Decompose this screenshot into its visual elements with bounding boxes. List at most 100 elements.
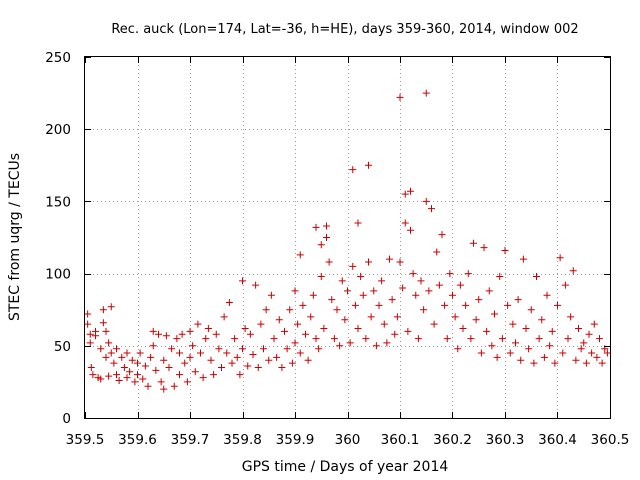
data-point <box>157 378 165 386</box>
data-point <box>107 303 115 311</box>
data-point <box>204 324 212 332</box>
data-point <box>559 349 567 357</box>
data-point <box>84 310 92 318</box>
data-point <box>254 363 262 371</box>
data-point <box>575 324 582 332</box>
data-point <box>454 345 462 353</box>
data-point <box>441 301 449 309</box>
data-point <box>501 246 509 254</box>
data-point <box>493 353 501 361</box>
data-point <box>317 241 325 249</box>
data-point <box>404 327 412 335</box>
data-point <box>86 339 94 347</box>
data-point <box>220 313 228 321</box>
chart-title: Rec. auck (Lon=174, Lat=-36, h=HE), days… <box>111 22 578 37</box>
data-point <box>97 375 105 383</box>
data-point <box>270 335 278 343</box>
data-point <box>472 316 480 324</box>
data-point <box>349 166 357 174</box>
data-point <box>485 287 493 295</box>
data-point <box>577 345 585 353</box>
y-tick-label: 0 <box>62 411 71 427</box>
data-point <box>561 281 569 289</box>
data-point <box>212 330 220 338</box>
data-point <box>296 251 304 259</box>
y-tick-label: 150 <box>45 194 71 210</box>
data-point <box>120 363 128 371</box>
data-point <box>296 349 304 357</box>
x-tick-label: 359.5 <box>66 432 105 448</box>
data-point <box>144 382 152 390</box>
data-point <box>401 219 409 227</box>
data-point <box>443 335 451 343</box>
data-point <box>228 359 236 367</box>
data-point <box>110 359 118 367</box>
data-point <box>480 244 488 252</box>
x-tick-label: 359.9 <box>276 432 315 448</box>
data-point <box>160 385 168 393</box>
data-point <box>218 363 225 371</box>
data-point <box>346 339 354 347</box>
data-point <box>554 301 561 309</box>
data-point <box>475 296 483 304</box>
data-point <box>603 349 611 357</box>
data-point <box>168 345 176 353</box>
data-point <box>202 335 210 343</box>
data-point <box>456 281 464 289</box>
data-point <box>380 320 388 328</box>
data-point <box>267 291 275 299</box>
data-point <box>354 324 362 332</box>
data-point <box>372 342 380 350</box>
y-tick-label: 250 <box>45 50 71 66</box>
data-point <box>131 378 139 386</box>
data-point <box>598 359 606 367</box>
data-point <box>323 222 330 230</box>
data-point <box>99 319 107 327</box>
x-tick-label: 359.6 <box>118 432 157 448</box>
data-point <box>412 291 420 299</box>
data-point <box>134 371 141 379</box>
data-point <box>312 223 320 231</box>
data-point <box>336 342 344 350</box>
y-tick-labels: 0 50 100 150 200 250 <box>45 50 71 427</box>
data-point <box>123 374 131 382</box>
data-point <box>231 335 239 343</box>
x-tick-label: 359.7 <box>171 432 210 448</box>
data-point <box>312 335 320 343</box>
data-point <box>262 306 270 314</box>
data-point <box>430 320 438 328</box>
data-point <box>391 330 399 338</box>
data-point <box>414 335 422 343</box>
data-point <box>365 258 372 266</box>
data-point <box>181 359 189 367</box>
data-point <box>304 356 312 364</box>
data-point <box>92 327 99 335</box>
data-point <box>504 301 512 309</box>
data-point <box>425 287 433 295</box>
data-point <box>189 342 197 350</box>
data-point <box>522 324 530 332</box>
y-tick-label: 100 <box>45 267 71 283</box>
data-point <box>239 277 246 285</box>
data-point <box>517 356 525 364</box>
data-point <box>483 327 491 335</box>
data-point <box>498 335 506 343</box>
data-point <box>178 330 186 338</box>
data-point <box>210 371 218 379</box>
data-point <box>265 356 273 364</box>
data-point <box>223 349 231 357</box>
data-point <box>260 345 267 353</box>
data-point <box>323 234 330 241</box>
data-point <box>449 291 456 299</box>
data-point <box>582 359 590 367</box>
data-point <box>514 296 522 304</box>
data-point <box>435 281 443 289</box>
x-tick-label: 360.5 <box>591 432 630 448</box>
data-point <box>136 349 144 357</box>
data-point <box>113 371 120 379</box>
data-point <box>399 284 407 292</box>
data-point <box>464 270 472 278</box>
data-point <box>249 350 257 358</box>
data-point <box>149 342 157 350</box>
data-point <box>509 320 517 328</box>
